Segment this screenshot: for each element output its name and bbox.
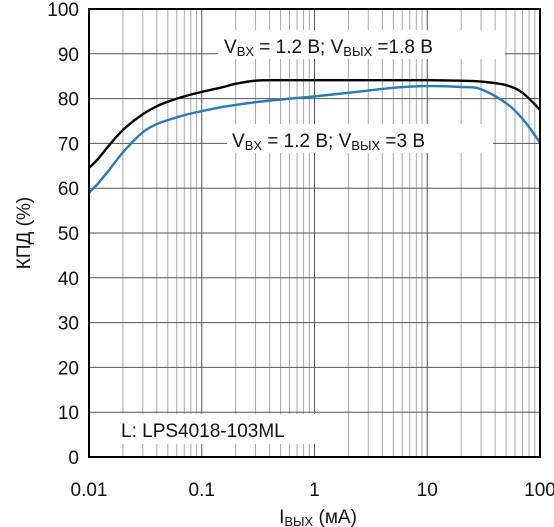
annotation-series2-sub2: BЫX <box>351 138 380 153</box>
annotation-series1-sub1: BX <box>237 44 255 59</box>
x-tick-label: 1 <box>309 480 320 501</box>
y-tick-label: 0 <box>68 448 79 469</box>
x-axis-title-rest: (мА) <box>313 507 357 527</box>
annotation-series2-mid: = 1.2 B; V <box>262 131 352 152</box>
plot-frame <box>88 8 541 458</box>
annotation-series2-bg <box>227 124 493 153</box>
svg-text:VBX = 1.2 B; VBЫX =1.8 B: VBX = 1.2 B; VBЫX =1.8 B <box>224 37 433 59</box>
annotation-series2: VBX = 1.2 B; VBЫX =3 B <box>227 124 493 153</box>
x-axis-title: IВЫХ (мА) <box>279 507 357 527</box>
annotation-inductor-text: L: LPS4018-103ML <box>121 421 285 442</box>
series-line-1 <box>88 78 541 169</box>
series-line-2 <box>88 84 541 194</box>
y-tick-labels: 0 10 20 30 40 50 60 70 80 90 100 <box>47 0 79 469</box>
y-tick-label: 20 <box>58 358 79 379</box>
annotation-series1-end: =1.8 B <box>372 37 433 58</box>
x-tick-label: 100 <box>524 480 554 501</box>
y-tick-label: 60 <box>58 179 79 200</box>
annotation-series2-sub1: BX <box>245 138 263 153</box>
y-tick-label: 100 <box>47 0 79 21</box>
x-axis-title-sub: ВЫХ <box>284 514 313 527</box>
y-tick-label: 70 <box>58 134 79 155</box>
annotation-inductor: L: LPS4018-103ML <box>115 414 343 444</box>
annotation-series1: VBX = 1.2 B; VBЫX =1.8 B <box>218 30 505 59</box>
annotation-series1-v: V <box>224 37 237 58</box>
x-tick-label: 10 <box>417 480 438 501</box>
series-lines <box>88 78 541 194</box>
x-tick-label: 0.1 <box>189 480 215 501</box>
y-tick-label: 30 <box>58 314 79 335</box>
annotation-inductor-bg <box>115 414 343 444</box>
y-tick-label: 10 <box>58 403 79 424</box>
y-axis-title: КПД (%) <box>14 197 35 269</box>
annotation-series1-mid: = 1.2 B; V <box>254 37 344 58</box>
x-axis-title-main: I <box>279 507 284 527</box>
annotation-series2-v: V <box>232 131 245 152</box>
x-tick-labels: 0.01 0.1 1 10 100 <box>71 480 554 501</box>
y-tick-label: 80 <box>58 90 79 111</box>
annotation-series1-bg <box>218 30 505 59</box>
y-tick-label: 50 <box>58 224 79 245</box>
y-tick-label: 90 <box>58 45 79 66</box>
annotation-series1-sub2: BЫX <box>343 44 372 59</box>
x-tick-label: 0.01 <box>71 480 108 501</box>
svg-text:VBX = 1.2 B; VBЫX =3 B: VBX = 1.2 B; VBЫX =3 B <box>232 131 425 153</box>
annotation-series2-end: =3 B <box>380 131 425 152</box>
y-tick-label: 40 <box>58 269 79 290</box>
